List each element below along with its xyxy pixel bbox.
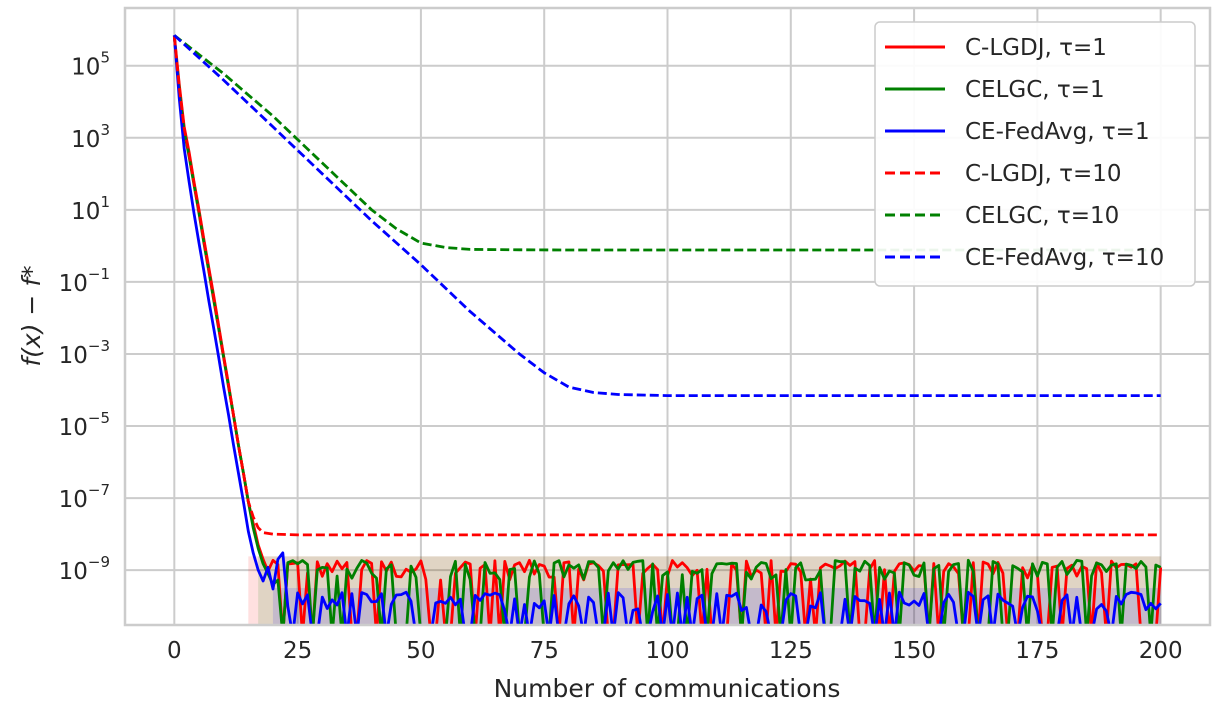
y-tick-label: 10−3 — [59, 337, 110, 369]
x-tick-labels: 0 25 50 75 100 125 150 175 200 — [167, 638, 1183, 664]
x-tick-label: 200 — [1139, 638, 1183, 664]
y-tick-base: 10 — [59, 559, 88, 585]
series-line — [172, 35, 1162, 625]
legend-label: CELGC, τ=10 — [965, 203, 1119, 229]
y-tick-exponent: 1 — [100, 193, 110, 211]
x-tick-label: 100 — [646, 638, 690, 664]
y-tick-base: 10 — [59, 487, 88, 513]
y-tick-base: 10 — [59, 343, 88, 369]
x-tick-label: 50 — [406, 638, 435, 664]
series-line — [173, 34, 1161, 397]
legend-label: CE-FedAvg, τ=1 — [965, 119, 1150, 145]
series-line — [172, 36, 1162, 625]
legend-label: C-LGDJ, τ=10 — [965, 161, 1122, 187]
x-tick-label: 75 — [530, 638, 559, 664]
y-tick-label: 10−9 — [59, 553, 110, 585]
x-tick-label: 150 — [892, 638, 936, 664]
legend: C-LGDJ, τ=1 CELGC, τ=1 CE-FedAvg, τ=1 C-LGD… — [874, 21, 1196, 287]
y-tick-exponent: −9 — [88, 553, 110, 571]
y-tick-exponent: −5 — [88, 409, 110, 427]
x-tick-label: 25 — [283, 638, 312, 664]
y-tick-label: 105 — [71, 49, 110, 81]
y-tick-exponent: −7 — [88, 481, 110, 499]
x-tick-label: 175 — [1015, 638, 1059, 664]
x-axis-label: Number of communications — [494, 674, 841, 703]
legend-label: CE-FedAvg, τ=10 — [965, 245, 1164, 271]
y-tick-label: 10−5 — [59, 409, 110, 441]
plot-frame — [123, 6, 1212, 627]
y-tick-label: 101 — [71, 193, 110, 225]
y-tick-exponent: −3 — [88, 337, 110, 355]
y-tick-exponent: 3 — [100, 121, 110, 139]
legend-label: CELGC, τ=1 — [965, 77, 1105, 103]
x-tick-label: 125 — [769, 638, 813, 664]
y-tick-base: 10 — [59, 271, 88, 297]
y-tick-exponent: −1 — [88, 265, 110, 283]
series-line — [172, 36, 1161, 537]
y-tick-label: 10−1 — [59, 265, 110, 297]
y-axis-label: f(x) − f* — [17, 265, 46, 366]
y-tick-label: 10−7 — [59, 481, 110, 513]
y-tick-base: 10 — [59, 415, 88, 441]
y-tick-exponent: 5 — [100, 49, 110, 67]
x-tick-label: 0 — [167, 638, 182, 664]
legend-label: C-LGDJ, τ=1 — [965, 35, 1107, 61]
y-tick-label: 103 — [71, 121, 110, 153]
y-tick-base: 10 — [71, 55, 100, 81]
y-tick-base: 10 — [71, 199, 100, 225]
y-tick-base: 10 — [71, 127, 100, 153]
legend-box — [874, 21, 1196, 287]
